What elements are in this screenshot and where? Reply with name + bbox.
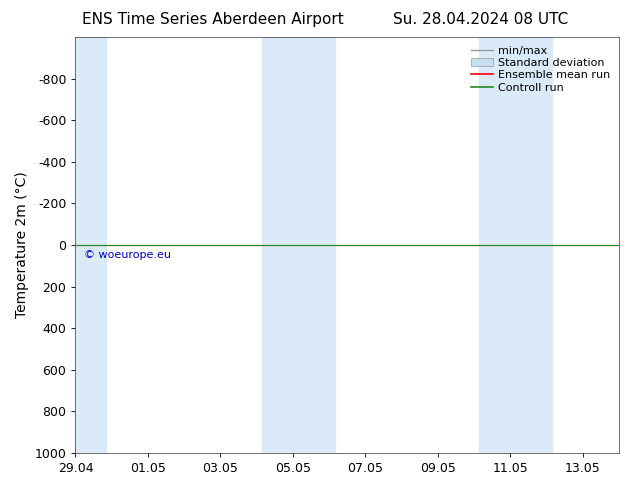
Bar	[479, 37, 552, 453]
Text: Su. 28.04.2024 08 UTC: Su. 28.04.2024 08 UTC	[393, 12, 568, 27]
Bar	[68, 37, 107, 453]
Legend: min/max, Standard deviation, Ensemble mean run, Controll run: min/max, Standard deviation, Ensemble me…	[468, 43, 614, 96]
Y-axis label: Temperature 2m (°C): Temperature 2m (°C)	[15, 172, 29, 318]
Text: © woeurope.eu: © woeurope.eu	[84, 250, 171, 260]
Text: ENS Time Series Aberdeen Airport: ENS Time Series Aberdeen Airport	[82, 12, 344, 27]
Bar	[262, 37, 335, 453]
